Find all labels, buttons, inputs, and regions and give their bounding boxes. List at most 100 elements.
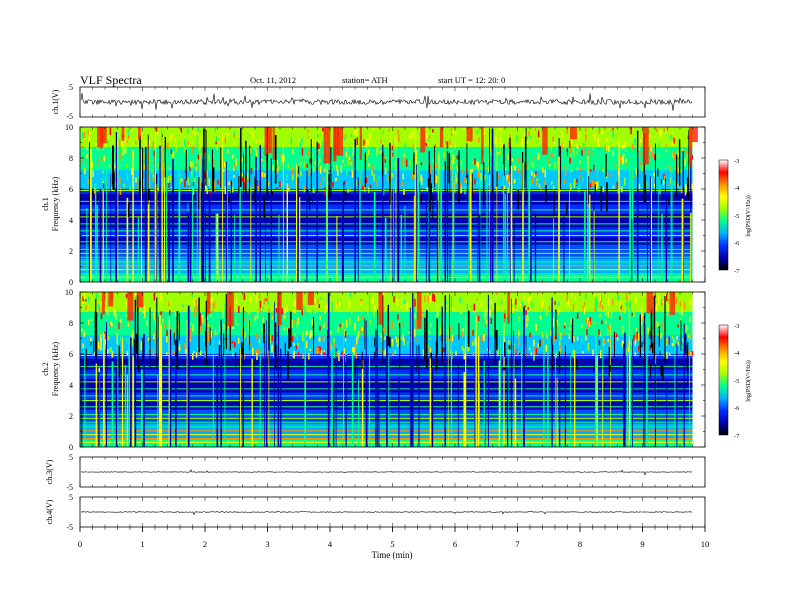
spectrogram-speckle xyxy=(261,172,264,178)
spectrogram-speckle xyxy=(676,336,678,340)
spectrogram-speckle xyxy=(677,324,679,328)
spectrogram-speckle xyxy=(563,135,565,143)
spectrogram-speckle xyxy=(496,309,498,313)
spectrogram-speckle xyxy=(677,149,680,158)
spectrogram-speckle xyxy=(233,341,236,348)
spectrogram-speckle xyxy=(415,324,417,329)
spectrogram-speckle xyxy=(147,349,149,352)
spectrogram-speckle xyxy=(616,181,618,190)
spectrogram-speckle xyxy=(284,315,286,319)
spectrogram-speckle xyxy=(593,181,595,187)
spectrogram-speckle xyxy=(671,335,674,339)
spectrogram-speckle xyxy=(126,351,129,356)
spectrogram-speckle xyxy=(414,298,416,307)
spectrogram-speckle xyxy=(223,169,225,172)
spectrogram-speckle xyxy=(349,187,352,192)
spectrogram-speckle xyxy=(342,139,344,147)
spectrogram-speckle xyxy=(362,185,364,190)
spectrogram-speckle xyxy=(579,175,581,179)
spectrogram-speckle xyxy=(490,300,493,305)
spectrogram-speckle xyxy=(206,316,209,320)
spectrogram-speckle xyxy=(343,180,346,185)
spectrogram-speckle xyxy=(103,156,106,162)
spectrogram-speckle xyxy=(679,301,682,307)
spectrogram-speckle xyxy=(130,151,133,158)
red-burst xyxy=(138,127,141,140)
spectrogram-speckle xyxy=(204,171,206,180)
spectrogram-speckle xyxy=(256,352,258,361)
spectrogram-speckle xyxy=(647,327,649,333)
spectrogram-speckle xyxy=(612,150,614,156)
spectrogram-speckle xyxy=(260,171,262,177)
spectrogram-speckle xyxy=(296,345,299,350)
spectrogram-speckle xyxy=(408,331,410,334)
spectrogram-speckle xyxy=(320,182,322,188)
spectrogram-speckle xyxy=(535,171,537,175)
spectrogram-speckle xyxy=(603,170,605,174)
spectrogram-speckle xyxy=(339,324,342,327)
red-burst xyxy=(100,127,104,149)
spectrogram-speckle xyxy=(518,316,520,322)
spectrogram-speckle xyxy=(210,185,212,192)
ch4-ytick-top: 5 xyxy=(69,493,73,502)
spectrogram-speckle xyxy=(140,131,142,140)
spectrogram-speckle xyxy=(478,332,481,337)
spectrogram-speckle xyxy=(691,184,693,190)
spectrogram-speckle xyxy=(579,130,581,138)
ch1-waveform-xticks xyxy=(79,87,706,117)
spectrogram-speckle xyxy=(649,145,651,151)
spectrogram-speckle xyxy=(568,333,571,340)
spectrogram-speckle xyxy=(135,296,137,302)
red-burst xyxy=(277,292,282,326)
spectrogram-speckle xyxy=(126,132,128,136)
spectrogram-speckle xyxy=(407,312,409,315)
spectrogram-speckle xyxy=(666,338,668,346)
spectrogram-speckle xyxy=(476,181,478,185)
spectrogram-speckle xyxy=(556,322,559,327)
spectrogram-speckle xyxy=(83,292,85,299)
ch1-spectrogram-image xyxy=(80,127,705,282)
spectrogram-speckle xyxy=(333,337,335,343)
spectrogram-speckle xyxy=(130,129,132,133)
spectrogram-speckle xyxy=(518,179,521,182)
spectrogram-speckle xyxy=(404,158,407,165)
spectrogram-speckle xyxy=(102,181,105,185)
spectrogram-speckle xyxy=(622,153,625,157)
spectrogram-speckle xyxy=(126,173,129,181)
spectrogram-speckle xyxy=(350,308,353,315)
spectrogram-speckle xyxy=(191,171,193,176)
spectrogram-speckle xyxy=(496,292,498,295)
spectrogram-speckle xyxy=(169,174,172,181)
spectrogram-speckle xyxy=(144,139,147,147)
spectrogram-speckle xyxy=(227,149,230,153)
spectrogram-speckle xyxy=(650,136,652,142)
spectrogram-speckle xyxy=(583,308,586,315)
spectrogram-speckle xyxy=(342,159,344,163)
spectrogram-speckle xyxy=(616,337,619,341)
spectrogram-speckle xyxy=(276,160,278,165)
ch2-freq-tick-10: 10 xyxy=(65,288,73,297)
spectrogram-speckle xyxy=(573,178,576,186)
spectrogram-speckle xyxy=(440,334,443,341)
spectrogram-speckle xyxy=(318,304,320,309)
spectrogram-speckle xyxy=(655,128,658,133)
spectrogram-speckle xyxy=(173,350,176,355)
spectrogram-speckle xyxy=(197,347,200,351)
ch2-spectrogram-ticks xyxy=(79,291,706,448)
spectrogram-speckle xyxy=(612,185,615,189)
spectrogram-speckle xyxy=(96,147,99,152)
spectrogram-speckle xyxy=(478,136,480,143)
spectrogram-speckle xyxy=(588,149,590,154)
spectrogram-speckle xyxy=(450,150,453,153)
spectrogram-speckle xyxy=(605,308,607,317)
spectrogram-speckle xyxy=(360,300,362,306)
spectrogram-speckle xyxy=(492,163,495,169)
spectrogram-speckle xyxy=(155,127,158,132)
spectrogram-speckle xyxy=(323,350,326,353)
spectrogram-speckle xyxy=(482,321,485,324)
spectrogram-speckle xyxy=(322,150,324,154)
spectrogram-speckle xyxy=(248,315,250,318)
spectrogram-speckle xyxy=(208,154,210,163)
spectrogram-speckle xyxy=(566,148,568,156)
spectrogram-speckle xyxy=(349,292,352,297)
